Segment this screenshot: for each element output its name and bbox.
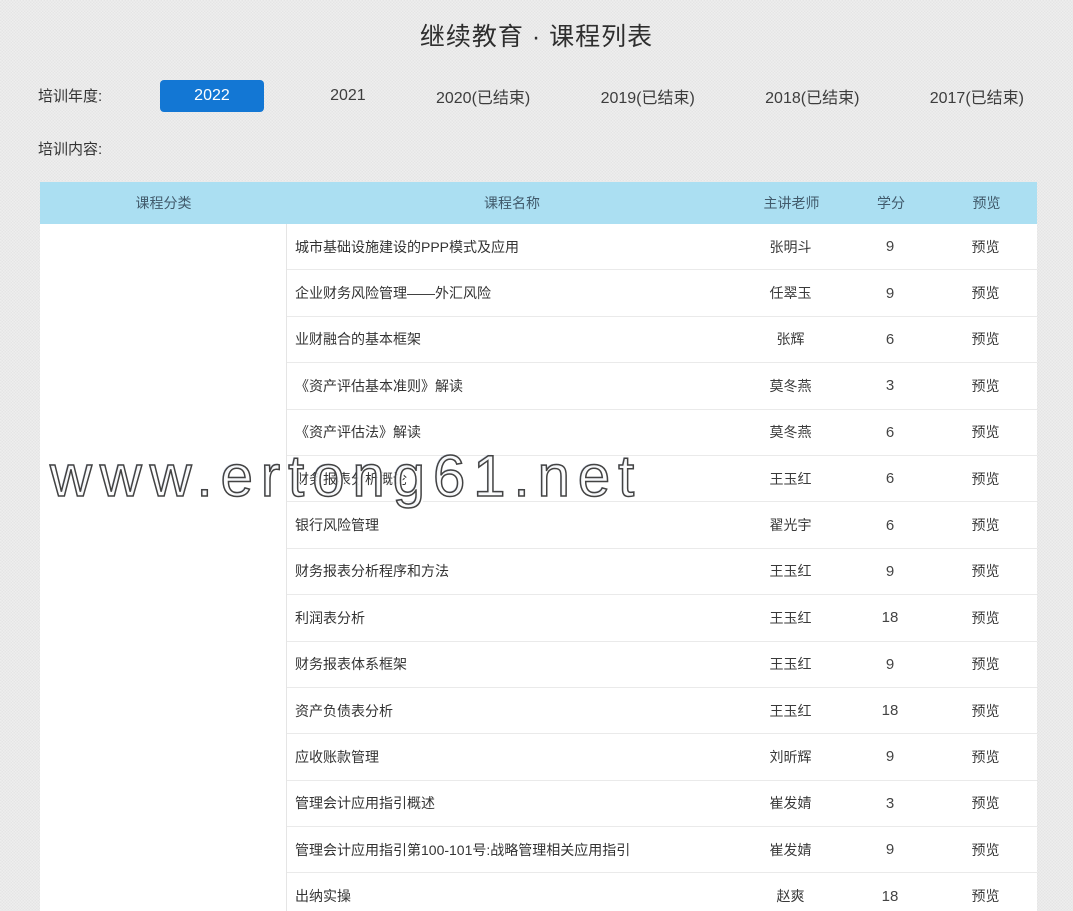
- header-course-name: 课程名称: [484, 195, 540, 211]
- course-credits: 9: [885, 841, 895, 859]
- course-name: 财务报表分析程序和方法: [295, 563, 449, 580]
- course-name: 企业财务风险管理——外汇风险: [295, 285, 491, 302]
- course-name: 资产负债表分析: [295, 702, 393, 719]
- year-tab-2017[interactable]: 2017(已结束): [929, 89, 1024, 107]
- table-row: 出纳实操 赵爽 18 预览: [287, 873, 1037, 911]
- header-credits: 学分: [877, 195, 905, 211]
- table-row: 《资产评估基本准则》解读 莫冬燕 3 预览: [287, 363, 1037, 410]
- course-name: 利润表分析: [295, 609, 365, 626]
- preview-link[interactable]: 预览: [971, 377, 1000, 394]
- course-name: 业财融合的基本框架: [295, 331, 421, 348]
- course-name: 《资产评估基本准则》解读: [295, 377, 463, 394]
- table-row: 资产负债表分析 王玉红 18 预览: [287, 687, 1037, 735]
- table-row: 利润表分析 王玉红 18 预览: [287, 595, 1037, 642]
- course-name: 管理会计应用指引概述: [295, 795, 435, 812]
- preview-link[interactable]: 预览: [971, 424, 1000, 441]
- course-credits: 18: [881, 887, 899, 905]
- preview-link[interactable]: 预览: [971, 563, 1000, 580]
- course-credits: 9: [885, 655, 895, 673]
- preview-link[interactable]: 预览: [971, 748, 1000, 765]
- course-category-cell: [40, 224, 287, 911]
- course-teacher: 王玉红: [769, 609, 812, 626]
- course-credits: 3: [885, 377, 895, 395]
- year-tab-2021[interactable]: 2021: [330, 86, 366, 104]
- course-credits: 18: [881, 609, 899, 627]
- course-teacher: 王玉红: [769, 563, 812, 580]
- course-teacher: 王玉红: [769, 656, 812, 673]
- course-teacher: 莫冬燕: [769, 377, 812, 394]
- course-credits: 18: [881, 702, 899, 720]
- year-tab-2022[interactable]: 2022: [160, 79, 264, 112]
- table-row: 财务报表分析程序和方法 王玉红 9 预览: [287, 548, 1037, 596]
- course-teacher: 任翠玉: [769, 285, 812, 302]
- table-row: 城市基础设施建设的PPP模式及应用 张明斗 9 预览: [287, 224, 1037, 271]
- header-course-category: 课程分类: [135, 195, 192, 211]
- table-row: 财务报表体系框架 王玉红 9 预览: [287, 641, 1037, 688]
- preview-link[interactable]: 预览: [971, 238, 1000, 255]
- course-name: 城市基础设施建设的PPP模式及应用: [295, 238, 520, 255]
- table-row: 管理会计应用指引第100-101号:战略管理相关应用指引 崔发婧 9 预览: [287, 827, 1037, 874]
- course-name: 财务报表体系框架: [295, 656, 407, 673]
- course-teacher: 张辉: [776, 331, 805, 348]
- course-name: 应收账款管理: [295, 748, 379, 765]
- course-credits: 9: [885, 562, 895, 580]
- course-credits: 6: [885, 516, 895, 534]
- header-preview: 预览: [972, 195, 1001, 211]
- year-tab-2019[interactable]: 2019(已结束): [600, 89, 695, 107]
- course-teacher: 张明斗: [769, 238, 812, 255]
- course-teacher: 赵爽: [776, 888, 805, 905]
- table-row: 银行风险管理 翟光宇 6 预览: [287, 502, 1037, 549]
- course-name: 财务报表分析概论: [295, 470, 407, 487]
- year-tab-2020[interactable]: 2020(已结束): [435, 89, 531, 107]
- course-rows: 城市基础设施建设的PPP模式及应用 张明斗 9 预览 企业财务风险管理——外汇风…: [287, 224, 1037, 911]
- content-filter-label: 培训内容:: [38, 141, 103, 158]
- table-header-row: 课程分类 课程名称 主讲老师 学分 预览: [40, 182, 1037, 224]
- preview-link[interactable]: 预览: [971, 702, 1000, 719]
- course-name: 银行风险管理: [295, 517, 379, 534]
- preview-link[interactable]: 预览: [971, 470, 1000, 487]
- preview-link[interactable]: 预览: [971, 517, 1000, 534]
- preview-link[interactable]: 预览: [971, 331, 1000, 348]
- course-teacher: 莫冬燕: [769, 424, 812, 441]
- course-credits: 3: [885, 794, 895, 812]
- table-row: 管理会计应用指引概述 崔发婧 3 预览: [287, 780, 1037, 828]
- year-tabs: 2022 2021 2020(已结束) 2019(已结束) 2018(已结束) 2017(…: [160, 78, 1028, 114]
- table-row: 《资产评估法》解读 莫冬燕 6 预览: [287, 409, 1037, 456]
- header-teacher: 主讲老师: [763, 195, 820, 211]
- preview-link[interactable]: 预览: [971, 795, 1000, 812]
- year-filter-label: 培训年度:: [38, 88, 103, 105]
- course-name: 《资产评估法》解读: [295, 424, 421, 441]
- course-credits: 9: [885, 748, 895, 766]
- preview-link[interactable]: 预览: [971, 656, 1000, 673]
- preview-link[interactable]: 预览: [971, 285, 1000, 302]
- course-teacher: 崔发婧: [769, 841, 812, 858]
- course-name: 管理会计应用指引第100-101号:战略管理相关应用指引: [295, 841, 631, 858]
- table-body: 城市基础设施建设的PPP模式及应用 张明斗 9 预览 企业财务风险管理——外汇风…: [40, 224, 1037, 911]
- table-row: 企业财务风险管理——外汇风险 任翠玉 9 预览: [287, 270, 1037, 317]
- course-teacher: 崔发婧: [769, 795, 812, 812]
- table-row: 应收账款管理 刘昕辉 9 预览: [287, 734, 1037, 781]
- table-row: 财务报表分析概论 王玉红 6 预览: [287, 455, 1037, 503]
- page-title: 继续教育 · 课程列表: [419, 23, 654, 51]
- course-credits: 6: [885, 330, 895, 348]
- course-credits: 6: [885, 470, 895, 488]
- preview-link[interactable]: 预览: [971, 841, 1000, 858]
- course-teacher: 翟光宇: [769, 517, 812, 534]
- year-filter-row: 培训年度: 2022 2021 2020(已结束) 2019(已结束) 2018(已结束…: [38, 78, 1028, 113]
- table-row: 业财融合的基本框架 张辉 6 预览: [287, 316, 1037, 364]
- course-name: 出纳实操: [295, 888, 351, 905]
- course-credits: 6: [885, 423, 895, 441]
- course-teacher: 刘昕辉: [769, 748, 812, 765]
- course-teacher: 王玉红: [769, 702, 812, 719]
- course-credits: 9: [885, 238, 895, 256]
- course-table: 课程分类 课程名称 主讲老师 学分 预览 城市基础设施建设的PPP模式及应用 张…: [40, 182, 1037, 911]
- year-tab-2018[interactable]: 2018(已结束): [765, 89, 860, 107]
- preview-link[interactable]: 预览: [971, 609, 1000, 626]
- preview-link[interactable]: 预览: [971, 888, 1000, 905]
- course-credits: 9: [885, 284, 895, 302]
- course-teacher: 王玉红: [769, 470, 812, 487]
